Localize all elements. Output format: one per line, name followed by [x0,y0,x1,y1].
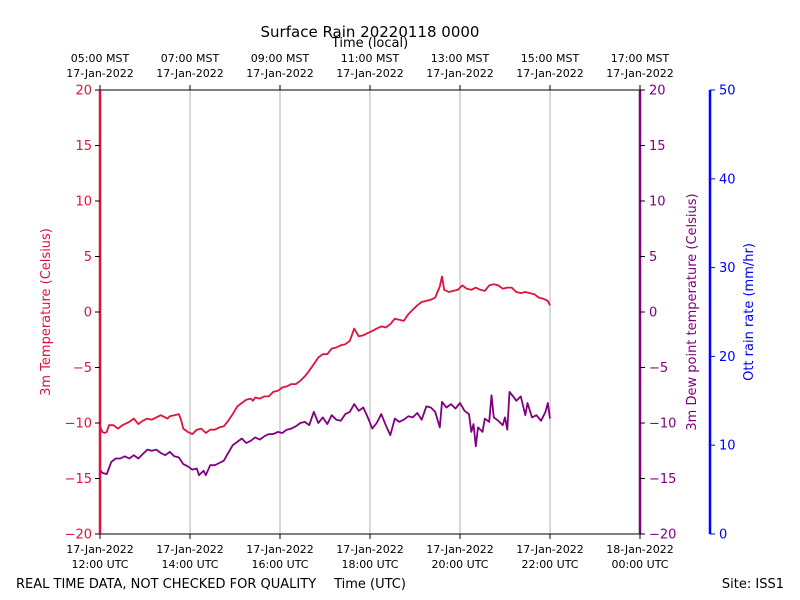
left-tick-label: −15 [65,472,92,487]
x-tick-date: 17-Jan-2022 [516,543,584,556]
left-tick-label: −20 [65,528,92,543]
x-tick-date: 17-Jan-2022 [246,543,314,556]
x-tick-date: 18-Jan-2022 [606,543,674,556]
rain-tick-label: 50 [719,84,736,99]
top-tick-time: 17:00 MST [611,52,670,65]
top-tick-time: 09:00 MST [251,52,310,65]
x-tick-time: 18:00 UTC [341,558,398,571]
temperature-line [99,275,551,436]
x-tick-time: 22:00 UTC [521,558,578,571]
dewpoint-tick-label: −5 [649,361,668,376]
top-tick-date: 17-Jan-2022 [606,67,674,80]
dewpoint-tick-label: 0 [649,306,657,321]
grid-lines [189,90,551,534]
dewpoint-tick-label: 15 [649,139,666,154]
top-axis-label: Time (local) [331,36,408,51]
top-tick-date: 17-Jan-2022 [156,67,224,80]
left-tick-label: 10 [75,195,92,210]
dewpoint-axis-label: 3m Dew point temperature (Celsius) [685,193,700,430]
x-tick-time: 14:00 UTC [161,558,218,571]
rain-tick-label: 30 [719,261,736,276]
x-tick-time: 12:00 UTC [71,558,128,571]
top-tick-time: 11:00 MST [341,52,400,65]
rain-tick-label: 40 [719,172,736,187]
rain-tick-label: 10 [719,439,736,454]
x-tick-time: 16:00 UTC [251,558,308,571]
top-tick-date: 17-Jan-2022 [426,67,494,80]
left-tick-label: 15 [75,139,92,154]
dewpoint-tick-label: 5 [649,250,657,265]
rain-tick-label: 0 [719,528,727,543]
left-tick-label: −5 [73,361,92,376]
rain-axis-label: Ott rain rate (mm/hr) [742,243,757,381]
dewpoint-tick-label: 10 [649,195,666,210]
top-tick-date: 17-Jan-2022 [66,67,134,80]
top-tick-date: 17-Jan-2022 [336,67,404,80]
dewpoint-tick-label: −15 [649,472,676,487]
left-tick-label: 20 [75,84,92,99]
tick-labels: 17-Jan-2022 12:00 UTC 05:00 MST 17-Jan-2022… [65,52,736,571]
rain-tick-label: 20 [719,350,736,365]
dewpoint-line [99,390,551,477]
dewpoint-tick-label: −10 [649,417,676,432]
x-tick-date: 17-Jan-2022 [336,543,404,556]
axes [95,85,715,539]
x-tick-date: 17-Jan-2022 [426,543,494,556]
left-tick-label: 0 [84,306,92,321]
chart-title: Surface Rain 20220118 0000 [261,23,480,41]
top-tick-time: 15:00 MST [521,52,580,65]
x-tick-date: 17-Jan-2022 [156,543,224,556]
top-tick-time: 13:00 MST [431,52,490,65]
x-axis-label: Time (UTC) [333,577,406,592]
top-tick-time: 07:00 MST [161,52,220,65]
dewpoint-tick-label: 20 [649,84,666,99]
x-tick-date: 17-Jan-2022 [66,543,134,556]
footer-site-label: Site: ISS1 [722,577,784,592]
dewpoint-tick-label: −20 [649,528,676,543]
top-tick-date: 17-Jan-2022 [246,67,314,80]
series-lines [99,275,551,477]
left-tick-label: −10 [65,417,92,432]
footer-quality-note: REAL TIME DATA, NOT CHECKED FOR QUALITY [16,577,316,592]
left-tick-label: 5 [84,250,92,265]
x-tick-time: 00:00 UTC [611,558,668,571]
left-axis-label: 3m Temperature (Celsius) [39,228,54,396]
top-tick-time: 05:00 MST [71,52,130,65]
x-tick-time: 20:00 UTC [431,558,488,571]
top-tick-date: 17-Jan-2022 [516,67,584,80]
